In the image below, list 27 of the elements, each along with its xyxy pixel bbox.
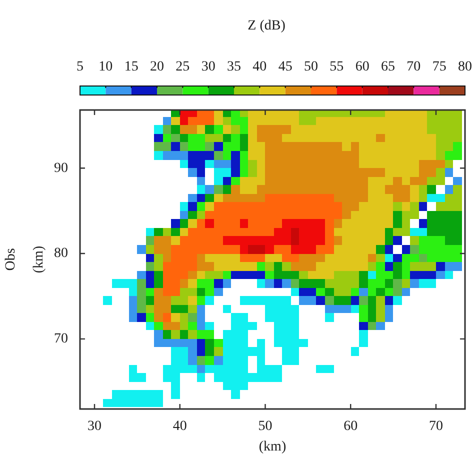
color-bar-label: 35 xyxy=(227,60,241,75)
color-bar-label: 70 xyxy=(406,60,421,75)
x-tick-label: 40 xyxy=(172,419,187,434)
color-bar-label: 65 xyxy=(381,60,395,75)
color-bar-label: 60 xyxy=(355,60,370,75)
color-bar-label: 75 xyxy=(432,60,446,75)
color-bar-label: 55 xyxy=(330,60,344,75)
x-tick-label: 50 xyxy=(258,419,272,434)
x-axis-title: (km) xyxy=(258,439,286,454)
color-bar-label: 50 xyxy=(304,60,318,75)
y-tick-label: 80 xyxy=(54,246,68,262)
x-tick-label: 60 xyxy=(344,419,358,434)
color-bar-label: 5 xyxy=(76,60,84,75)
color-bar-label: 20 xyxy=(150,60,164,75)
color-bar-title: Z (dB) xyxy=(248,18,286,34)
y-tick-label: 70 xyxy=(54,332,68,347)
x-tick-label: 30 xyxy=(88,419,102,434)
color-bar-label: 30 xyxy=(201,60,216,75)
color-bar-label: 15 xyxy=(124,60,138,75)
color-bar-label: 25 xyxy=(176,60,190,75)
y-tick-label: 90 xyxy=(54,160,68,176)
color-bar-label: 40 xyxy=(252,60,267,75)
x-tick-label: 70 xyxy=(428,419,443,434)
y-axis-title: Obs (km) xyxy=(4,246,47,274)
color-bar-label: 80 xyxy=(458,60,472,75)
color-bar-label: 10 xyxy=(98,60,113,75)
color-bar-label: 45 xyxy=(278,60,292,75)
